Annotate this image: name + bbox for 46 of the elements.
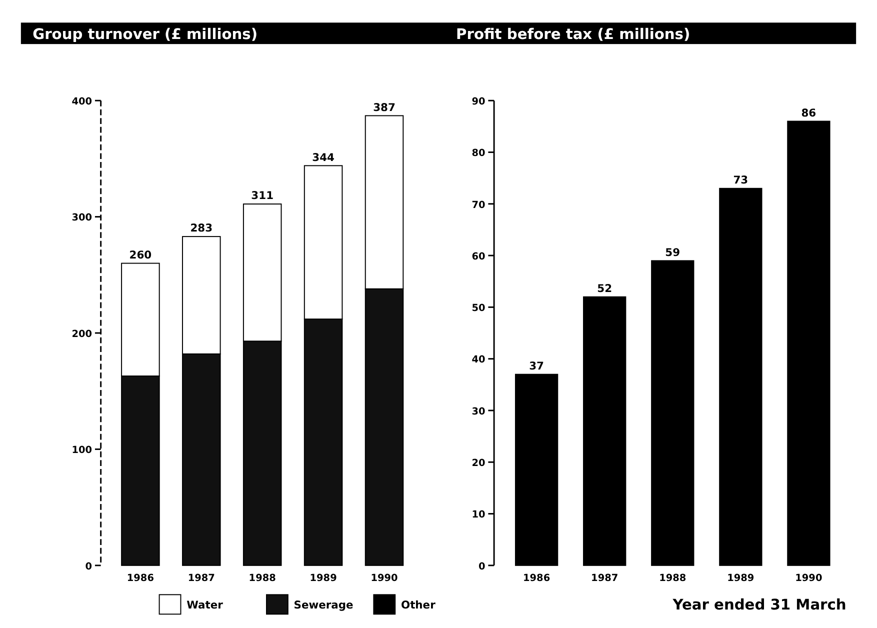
x-tick-label: 1987 [188, 573, 215, 584]
chart-title: Group turnover (£ millions) [32, 26, 258, 44]
y-tick-label: 400 [72, 96, 92, 108]
legend-label: Water [186, 598, 224, 612]
y-tick-label: 300 [72, 212, 92, 224]
y-tick-label: 200 [72, 328, 92, 340]
total-label: 344 [312, 150, 334, 164]
y-tick-label: 60 [472, 251, 486, 262]
bar [651, 260, 694, 566]
y-tick-label: 0 [85, 561, 92, 572]
chart-title: Profit before tax (£ millions) [456, 26, 690, 44]
total-label: 260 [129, 248, 152, 262]
y-tick-label: 90 [472, 96, 486, 108]
data-label: 59 [665, 246, 680, 259]
bar [787, 120, 830, 566]
data-label: 73 [733, 174, 748, 187]
x-tick-label: 1990 [795, 573, 822, 584]
x-tick-label: 1989 [727, 573, 754, 584]
y-tick-label: 10 [472, 510, 486, 521]
total-label: 387 [373, 100, 396, 114]
x-tick-label: 1990 [370, 573, 398, 584]
y-tick-label: 80 [472, 148, 486, 160]
bar [514, 374, 558, 566]
bar [719, 188, 762, 566]
y-tick-label: 20 [472, 458, 486, 470]
y-tick-label: 30 [472, 406, 486, 418]
y-tick-label: 70 [472, 200, 486, 211]
y-tick-label: 0 [478, 561, 486, 572]
legend-label: Sewerage [294, 598, 354, 612]
x-tick-label: 1988 [248, 573, 276, 584]
total-label: 283 [190, 222, 213, 235]
data-label: 37 [529, 359, 544, 372]
data-label: 86 [801, 106, 816, 120]
data-label: 52 [597, 282, 612, 295]
total-label: 311 [251, 189, 274, 202]
y-tick-label: 100 [72, 445, 92, 456]
y-tick-label: 50 [472, 303, 486, 314]
x-tick-label: 1989 [310, 573, 338, 584]
x-tick-label: 1988 [659, 573, 686, 584]
x-tick-label: 1986 [126, 573, 154, 584]
x-tick-label: 1987 [591, 573, 618, 584]
y-tick-label: 40 [472, 354, 486, 366]
x-axis-title: Year ended 31 March [672, 596, 846, 614]
bar [583, 296, 626, 566]
x-tick-label: 1986 [523, 573, 550, 584]
legend-label: Other [400, 598, 436, 612]
